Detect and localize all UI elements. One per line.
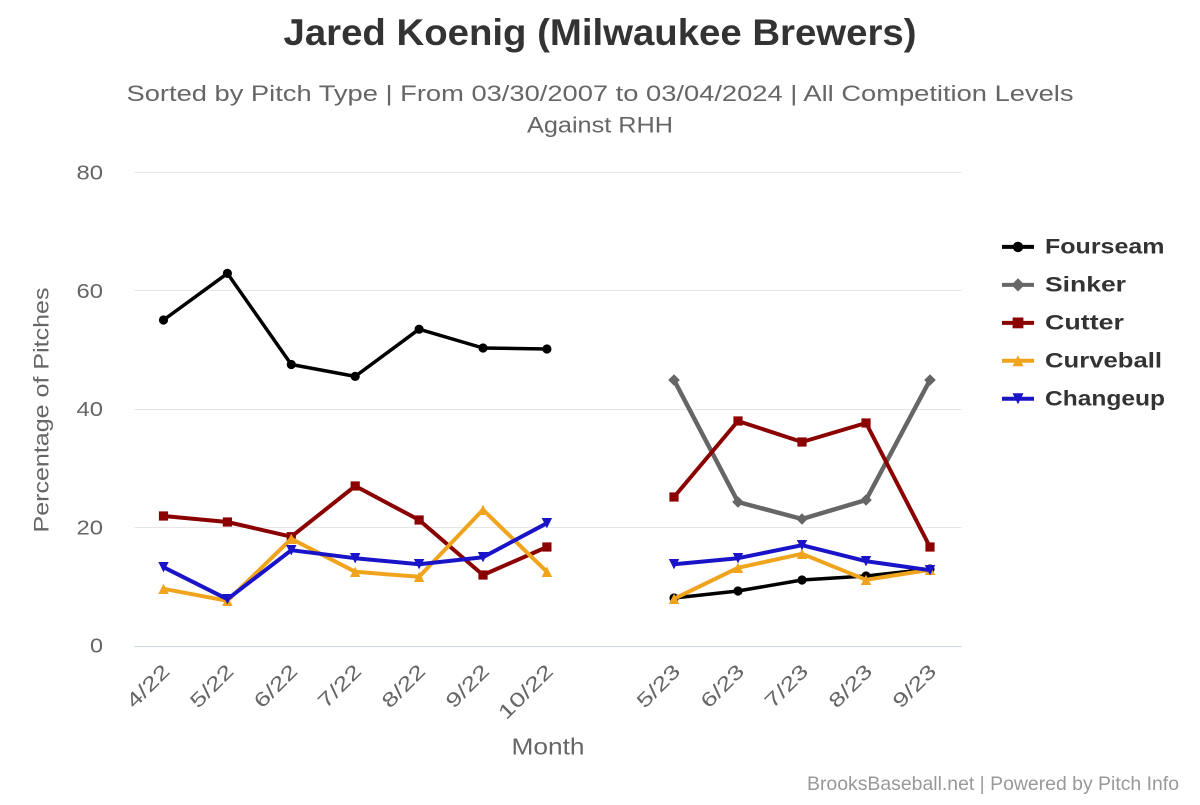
svg-text:20: 20	[77, 518, 104, 540]
svg-text:Sorted by Pitch Type | From 03: Sorted by Pitch Type | From 03/30/2007 t…	[127, 81, 1074, 106]
svg-text:Sinker: Sinker	[1045, 274, 1126, 297]
svg-text:Month: Month	[512, 734, 585, 760]
svg-text:Curveball: Curveball	[1045, 350, 1162, 373]
svg-text:Fourseam: Fourseam	[1045, 236, 1165, 259]
svg-text:Against RHH: Against RHH	[527, 113, 673, 138]
svg-text:BrooksBaseball.net | Powered b: BrooksBaseball.net | Powered by Pitch In…	[807, 773, 1179, 795]
svg-text:80: 80	[77, 163, 104, 185]
svg-text:Percentage of Pitches: Percentage of Pitches	[31, 288, 54, 533]
svg-text:Changeup: Changeup	[1045, 388, 1165, 411]
svg-text:60: 60	[77, 281, 104, 303]
svg-text:Cutter: Cutter	[1045, 312, 1124, 335]
svg-text:Jared Koenig (Milwaukee Brewer: Jared Koenig (Milwaukee Brewers)	[284, 12, 917, 53]
svg-text:40: 40	[77, 399, 104, 421]
svg-text:0: 0	[90, 636, 103, 658]
